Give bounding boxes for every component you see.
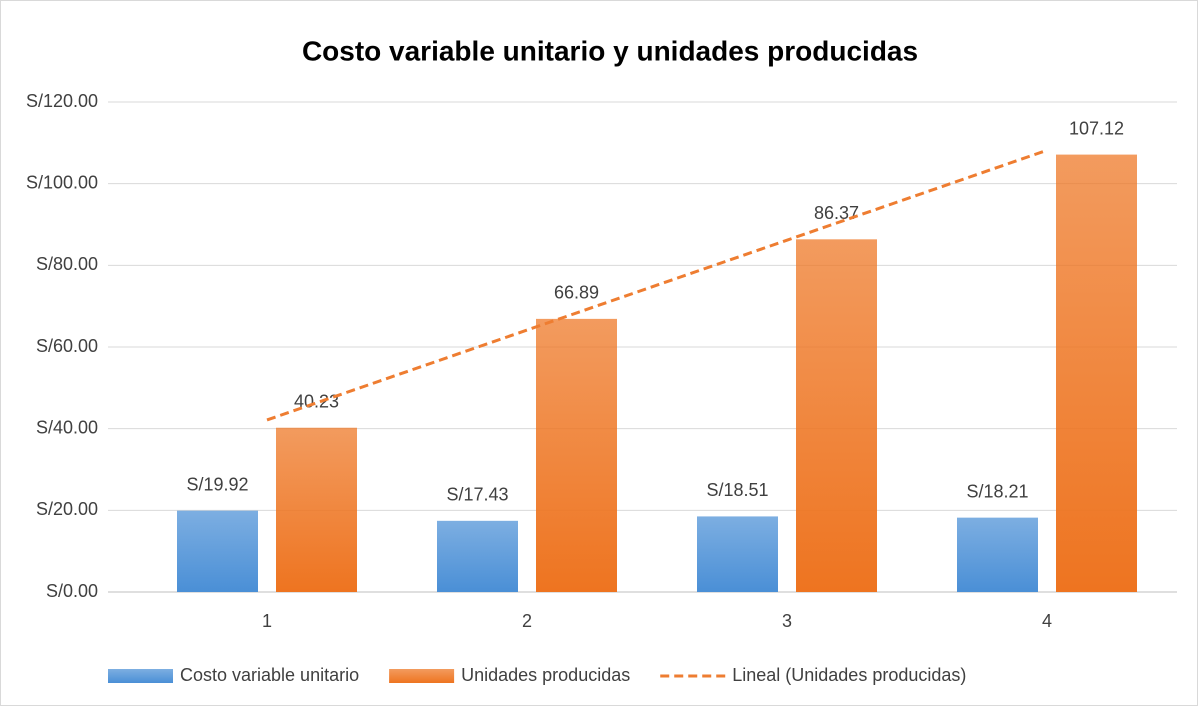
data-label: S/18.51 <box>706 480 768 500</box>
data-label: 86.37 <box>814 203 859 223</box>
bar <box>957 517 1038 592</box>
bar <box>697 516 778 592</box>
x-tick-label: 2 <box>522 611 532 631</box>
x-tick-label: 1 <box>262 611 272 631</box>
y-tick-label: S/120.00 <box>26 91 98 111</box>
y-tick-label: S/80.00 <box>36 254 98 274</box>
data-label: S/18.21 <box>966 481 1028 501</box>
y-tick-label: S/20.00 <box>36 499 98 519</box>
legend-label: Unidades producidas <box>461 665 630 685</box>
y-tick-label: S/100.00 <box>26 172 98 192</box>
legend-label: Lineal (Unidades producidas) <box>732 665 966 685</box>
legend-swatch <box>108 669 173 683</box>
data-label: 66.89 <box>554 283 599 303</box>
data-label: S/19.92 <box>186 474 248 494</box>
bar <box>437 520 518 592</box>
bar <box>796 239 877 592</box>
bar <box>177 510 258 592</box>
bar <box>1056 154 1137 593</box>
x-tick-label: 3 <box>782 611 792 631</box>
y-tick-label: S/40.00 <box>36 417 98 437</box>
chart-title: Costo variable unitario y unidades produ… <box>302 35 918 66</box>
bar <box>536 318 617 592</box>
trend-line <box>266 148 1048 422</box>
x-tick-label: 4 <box>1042 611 1052 631</box>
data-label: 40.23 <box>294 391 339 411</box>
legend-label: Costo variable unitario <box>180 665 359 685</box>
legend-swatch <box>389 669 455 683</box>
y-tick-label: S/0.00 <box>46 581 98 601</box>
data-label: 107.12 <box>1069 118 1124 138</box>
data-label: S/17.43 <box>446 485 508 505</box>
y-tick-label: S/60.00 <box>36 336 98 356</box>
bar <box>276 427 357 592</box>
